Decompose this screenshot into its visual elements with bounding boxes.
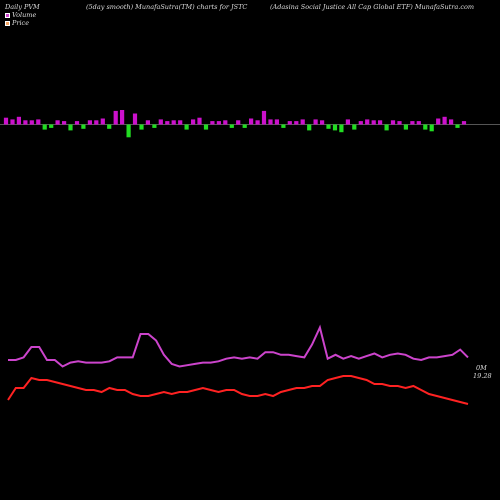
volume-bar: [274, 119, 279, 125]
volume-bar: [397, 121, 402, 125]
volume-bar: [184, 124, 189, 130]
volume-bar: [107, 124, 112, 129]
volume-bar: [294, 121, 299, 125]
volume-bar: [352, 124, 357, 130]
volume-bar: [3, 117, 9, 125]
volume-bar: [158, 119, 163, 125]
volume-bar: [449, 119, 454, 125]
volume-bar: [371, 120, 376, 125]
volume-value-label: 0M: [476, 364, 487, 372]
volume-bar: [358, 121, 363, 125]
volume-bar: [197, 117, 202, 125]
volume-bar: [313, 119, 318, 125]
volume-bar: [113, 110, 118, 125]
volume-bar: [261, 110, 267, 125]
volume-bar: [281, 124, 286, 128]
volume-bar: [49, 124, 54, 128]
volume-bar: [126, 124, 131, 138]
volume-bar: [145, 120, 150, 125]
volume-bar: [191, 119, 196, 125]
volume-bar: [429, 124, 434, 132]
volume-bar: [255, 120, 260, 125]
volume-bar: [268, 119, 273, 125]
volume-bar: [178, 120, 183, 125]
volume-bar: [416, 121, 421, 125]
volume-bar: [16, 116, 21, 125]
price-value-label: 19.28: [473, 372, 492, 380]
volume-bar: [165, 121, 170, 125]
volume-bar: [365, 119, 370, 125]
volume-bar: [23, 120, 28, 125]
volume-bar: [455, 124, 460, 128]
legend-item-price: Price: [5, 19, 29, 27]
volume-bar: [390, 120, 396, 125]
volume-bar: [29, 120, 34, 125]
volume-bar: [242, 124, 247, 128]
volume-bar: [339, 124, 344, 133]
volume-bar: [384, 124, 389, 131]
volume-bar: [55, 120, 60, 125]
volume-bar: [87, 120, 92, 125]
volume-bar: [132, 113, 138, 125]
volume-bar: [320, 120, 325, 125]
volume-bar: [332, 124, 338, 131]
volume-bar: [403, 124, 408, 130]
volume-bar: [36, 119, 41, 125]
volume-bar: [203, 124, 209, 130]
volume-swatch-icon: [5, 12, 10, 18]
volume-bar: [236, 120, 241, 125]
volume-bar: [210, 121, 215, 125]
price-swatch-icon: [5, 20, 10, 26]
legend-label-volume: Volume: [12, 11, 37, 19]
price-line: [7, 375, 469, 405]
volume-bar: [461, 121, 467, 125]
volume-line: [8, 324, 469, 368]
header-center-title: (5day smooth) MunafaSutra(TM) charts for…: [86, 3, 248, 11]
volume-bar: [94, 120, 99, 125]
legend-label-price: Price: [12, 19, 30, 27]
volume-bar: [216, 121, 221, 125]
volume-bar: [229, 124, 234, 128]
volume-bar: [152, 124, 157, 128]
header-left-label: Daily PVM: [5, 3, 40, 11]
volume-bars: [3, 110, 467, 138]
volume-bar: [307, 124, 312, 131]
volume-bar: [410, 121, 415, 125]
volume-bar: [326, 124, 331, 129]
volume-bar: [223, 120, 228, 125]
volume-bar: [423, 124, 428, 130]
header-right-label: (Adasina Social Justice All Cap Global E…: [270, 3, 475, 11]
volume-bar: [345, 119, 350, 125]
legend-item-volume: Volume: [5, 11, 36, 19]
volume-bar: [139, 124, 144, 130]
volume-bar: [442, 116, 447, 125]
volume-bar: [120, 110, 125, 125]
volume-bar: [74, 121, 80, 125]
volume-bar: [42, 124, 47, 130]
volume-bar: [436, 118, 441, 125]
volume-bar: [300, 119, 305, 125]
volume-bar: [249, 118, 254, 125]
volume-bar: [378, 120, 383, 125]
volume-bar: [171, 120, 176, 125]
volume-bar: [62, 121, 67, 125]
volume-bar: [100, 118, 105, 125]
volume-bar: [10, 119, 15, 125]
volume-bar: [81, 124, 86, 129]
volume-bar: [68, 124, 73, 131]
volume-bar: [287, 121, 292, 125]
